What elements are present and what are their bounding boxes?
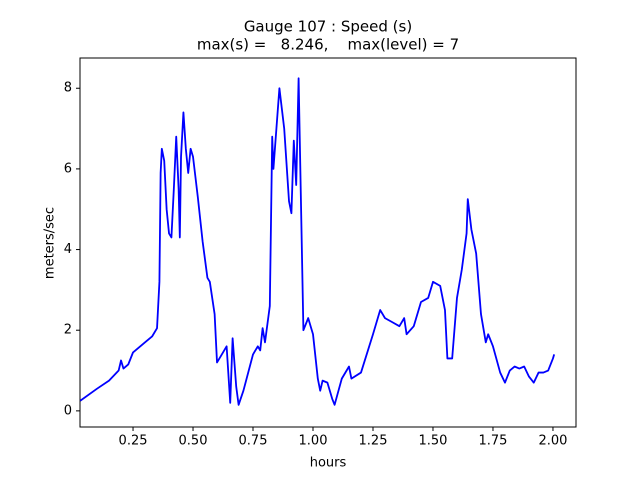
plot-frame bbox=[79, 57, 577, 428]
x-tick-label: 0.50 bbox=[179, 434, 208, 449]
y-tick-label: 2 bbox=[64, 323, 72, 338]
y-tick-label: 0 bbox=[64, 403, 72, 418]
x-tick-label: 2.00 bbox=[538, 434, 567, 449]
x-tick-label: 0.75 bbox=[239, 434, 268, 449]
y-axis-label: meters/sec bbox=[43, 207, 58, 279]
x-tick-label: 1.25 bbox=[359, 434, 388, 449]
chart-title: Gauge 107 : Speed (s) bbox=[244, 18, 412, 36]
data-line bbox=[79, 77, 556, 406]
y-tick-label: 6 bbox=[64, 161, 72, 176]
x-tick-label: 0.25 bbox=[119, 434, 148, 449]
chart-subtitle: max(s) = 8.246, max(level) = 7 bbox=[197, 36, 459, 54]
y-tick-label: 8 bbox=[64, 81, 72, 96]
x-tick-label: 1.75 bbox=[478, 434, 507, 449]
x-tick-label: 1.50 bbox=[419, 434, 448, 449]
y-tick-label: 4 bbox=[64, 242, 72, 257]
x-tick-label: 1.00 bbox=[299, 434, 328, 449]
x-axis-label: hours bbox=[310, 456, 347, 471]
